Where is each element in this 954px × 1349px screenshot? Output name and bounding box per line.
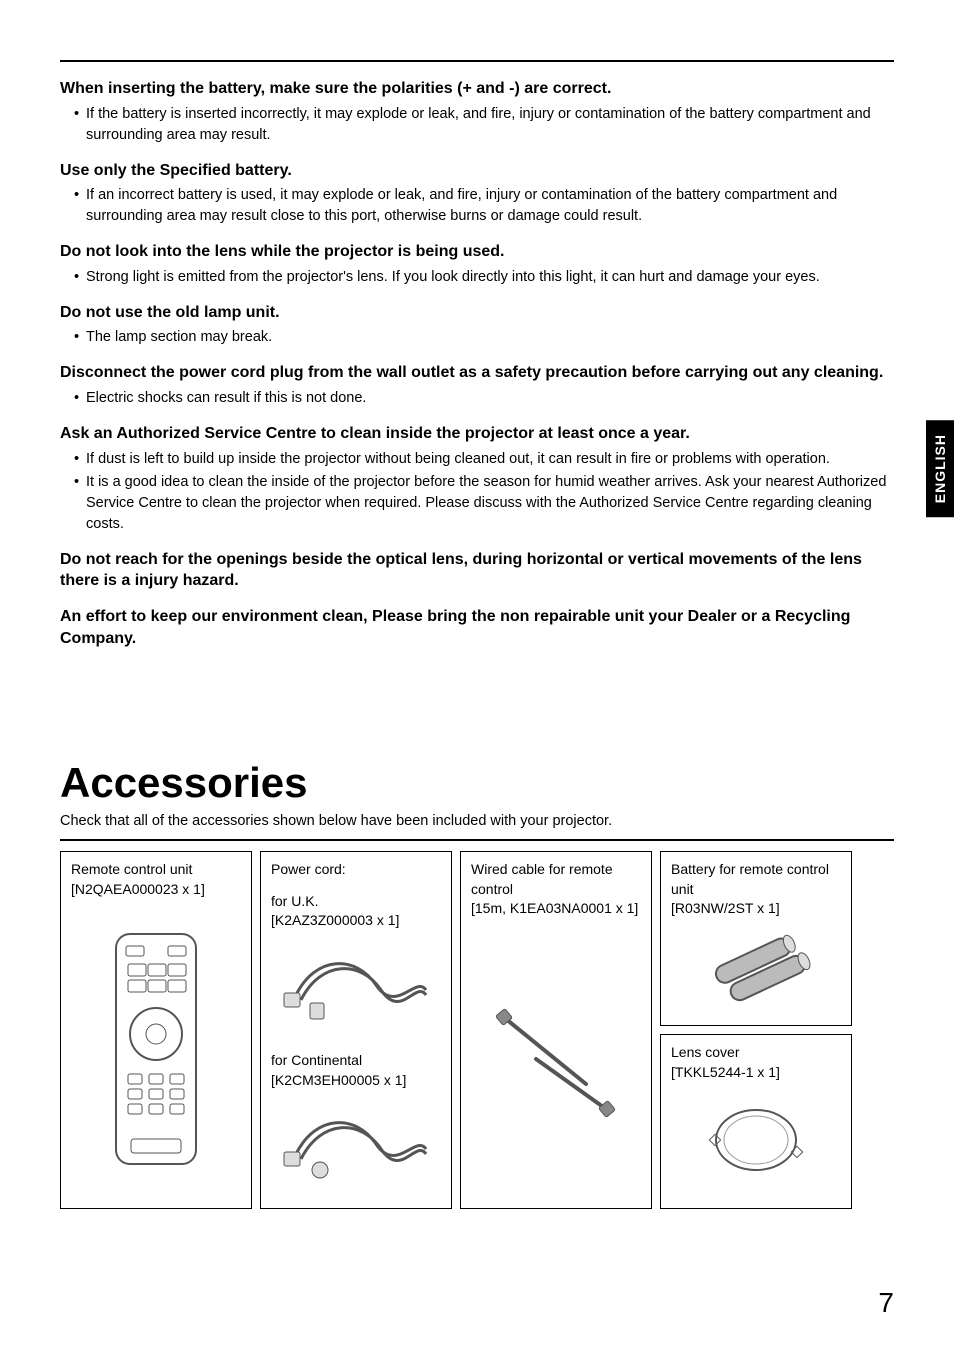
power-cont-label: for Continental xyxy=(271,1051,441,1071)
accessory-code: [R03NW/2ST x 1] xyxy=(671,899,841,919)
safety-heading: Do not use the old lamp unit. xyxy=(60,302,894,324)
accessory-box-cable: Wired cable for remote control [15m, K1E… xyxy=(460,851,652,1209)
accessory-column: Power cord: for U.K. [K2AZ3Z000003 x 1] … xyxy=(260,851,452,1209)
lens-cover-icon xyxy=(671,1082,841,1198)
safety-heading: Ask an Authorized Service Centre to clea… xyxy=(60,423,894,445)
safety-bullets: If dust is left to build up inside the p… xyxy=(60,449,894,535)
safety-bullets: The lamp section may break. xyxy=(60,327,894,348)
accessory-label: Remote control unit xyxy=(71,860,241,880)
safety-bullet: Electric shocks can result if this is no… xyxy=(74,388,894,409)
safety-bullets: If an incorrect battery is used, it may … xyxy=(60,185,894,227)
safety-heading: Do not reach for the openings beside the… xyxy=(60,549,894,592)
safety-bullets: Electric shocks can result if this is no… xyxy=(60,388,894,409)
accessories-title: Accessories xyxy=(60,759,894,807)
accessory-label: Battery for remote control unit xyxy=(671,860,841,899)
accessory-column: Battery for remote control unit [R03NW/2… xyxy=(660,851,852,1209)
safety-heading: Do not look into the lens while the proj… xyxy=(60,241,894,263)
accessory-label: Lens cover xyxy=(671,1043,841,1063)
power-uk-code: [K2AZ3Z000003 x 1] xyxy=(271,911,441,931)
accessory-code: [N2QAEA000023 x 1] xyxy=(71,880,241,900)
accessories-rule xyxy=(60,839,894,841)
accessory-box-battery: Battery for remote control unit [R03NW/2… xyxy=(660,851,852,1026)
power-cord-uk-icon xyxy=(271,931,441,1039)
accessory-code: [15m, K1EA03NA0001 x 1] xyxy=(471,899,641,919)
safety-bullet: Strong light is emitted from the project… xyxy=(74,267,894,288)
top-rule xyxy=(60,60,894,62)
accessory-code: [TKKL5244-1 x 1] xyxy=(671,1063,841,1083)
battery-icon xyxy=(671,919,841,1015)
accessories-grid: Remote control unit [N2QAEA000023 x 1] xyxy=(60,851,894,1209)
accessory-box-lens: Lens cover [TKKL5244-1 x 1] xyxy=(660,1034,852,1209)
safety-bullets: If the battery is inserted incorrectly, … xyxy=(60,104,894,146)
wired-cable-icon xyxy=(471,919,641,1198)
safety-heading: When inserting the battery, make sure th… xyxy=(60,78,894,100)
page-content: When inserting the battery, make sure th… xyxy=(0,0,954,1249)
safety-bullet: If the battery is inserted incorrectly, … xyxy=(74,104,894,146)
power-cord-continental-icon xyxy=(271,1090,441,1198)
language-tab: ENGLISH xyxy=(926,420,954,517)
safety-bullets: Strong light is emitted from the project… xyxy=(60,267,894,288)
remote-control-icon xyxy=(71,899,241,1198)
accessory-box-remote: Remote control unit [N2QAEA000023 x 1] xyxy=(60,851,252,1209)
accessory-box-power: Power cord: for U.K. [K2AZ3Z000003 x 1] … xyxy=(260,851,452,1209)
accessory-column: Wired cable for remote control [15m, K1E… xyxy=(460,851,652,1209)
safety-heading: Disconnect the power cord plug from the … xyxy=(60,362,894,384)
safety-bullet: It is a good idea to clean the inside of… xyxy=(74,472,894,535)
power-uk-label: for U.K. xyxy=(271,892,441,912)
accessory-label: Power cord: xyxy=(271,860,441,880)
accessory-label: Wired cable for remote control xyxy=(471,860,641,899)
safety-bullet: The lamp section may break. xyxy=(74,327,894,348)
safety-heading: An effort to keep our environment clean,… xyxy=(60,606,894,649)
safety-section: When inserting the battery, make sure th… xyxy=(60,78,894,649)
safety-bullet: If an incorrect battery is used, it may … xyxy=(74,185,894,227)
safety-bullet: If dust is left to build up inside the p… xyxy=(74,449,894,470)
page-number: 7 xyxy=(878,1287,894,1319)
safety-heading: Use only the Specified battery. xyxy=(60,160,894,182)
accessory-column: Remote control unit [N2QAEA000023 x 1] xyxy=(60,851,252,1209)
power-cont-code: [K2CM3EH00005 x 1] xyxy=(271,1071,441,1091)
accessories-subtitle: Check that all of the accessories shown … xyxy=(60,813,894,829)
